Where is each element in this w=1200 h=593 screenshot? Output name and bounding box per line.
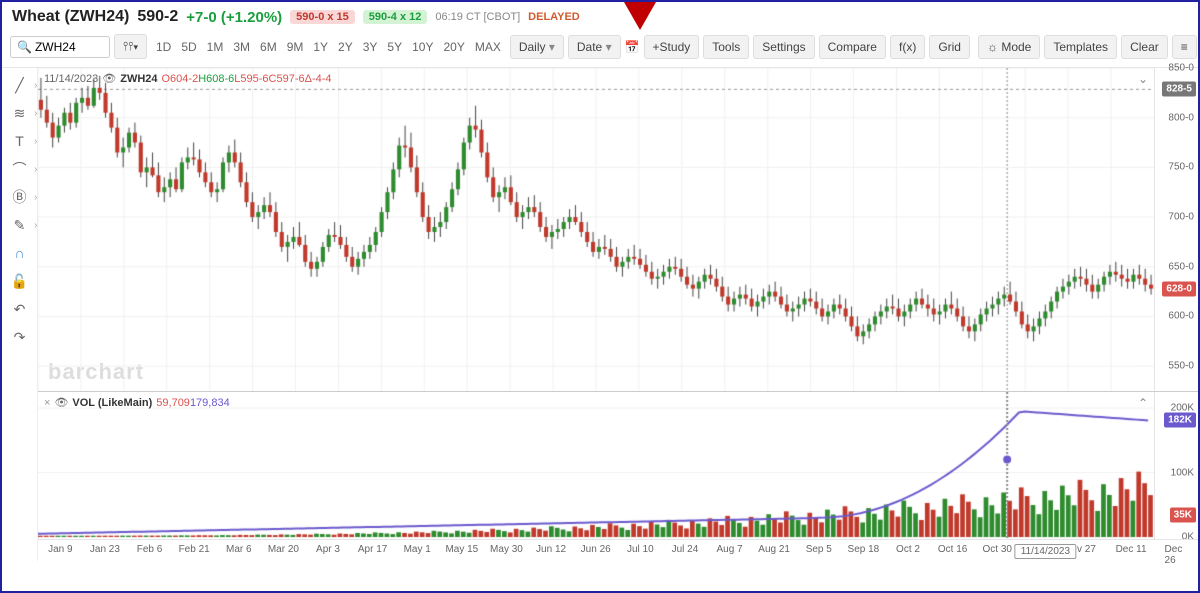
- timeframe-10y[interactable]: 10Y: [407, 36, 438, 58]
- sun-icon: ☼: [987, 40, 998, 54]
- ask-pill: 590-4 x 12: [363, 10, 428, 24]
- undo-tool[interactable]: ↶: [10, 300, 30, 318]
- delayed-label: DELAYED: [528, 11, 580, 23]
- settings-button[interactable]: Settings: [753, 35, 814, 59]
- price-chart[interactable]: [38, 68, 1154, 391]
- date-dropdown[interactable]: Date: [568, 35, 621, 59]
- volume-panel: × 👁 VOL (LikeMain) 59,709179,834 ⌃ 0K100…: [38, 392, 1198, 539]
- interval-dropdown[interactable]: Daily: [510, 35, 564, 59]
- clear-button[interactable]: Clear: [1121, 35, 1168, 59]
- timeframe-1y[interactable]: 1Y: [308, 36, 333, 58]
- draw-text-tool[interactable]: T: [10, 132, 30, 150]
- timeframe-6m[interactable]: 6M: [255, 36, 282, 58]
- lock-tool[interactable]: 🔓: [10, 272, 30, 290]
- fx-button[interactable]: f(x): [890, 35, 925, 59]
- timeframe-3m[interactable]: 3M: [228, 36, 255, 58]
- timeframe-5d[interactable]: 5D: [176, 36, 201, 58]
- time-axis[interactable]: Jan 9Jan 23Feb 6Feb 21Mar 6Mar 20Apr 3Ap…: [38, 539, 1198, 561]
- draw-channel-tool[interactable]: ≋: [10, 104, 30, 122]
- symbol-input[interactable]: [35, 40, 105, 54]
- timeframe-20y[interactable]: 20Y: [438, 36, 469, 58]
- redo-tool[interactable]: ↷: [10, 328, 30, 346]
- price-panel-label: 11/14/2023 👁 ZWH24 O604-2H608-6L595-6C59…: [44, 72, 332, 85]
- templates-button[interactable]: Templates: [1044, 35, 1117, 59]
- volume-chart[interactable]: [38, 392, 1154, 539]
- bid-pill: 590-0 x 15: [290, 10, 355, 24]
- draw-line-tool[interactable]: ╱: [10, 76, 30, 94]
- compare-button[interactable]: Compare: [819, 35, 886, 59]
- eye-icon[interactable]: 👁: [102, 72, 116, 85]
- timeframe-1m[interactable]: 1M: [202, 36, 229, 58]
- magnet-tool[interactable]: ∩: [10, 244, 30, 262]
- price-panel: 11/14/2023 👁 ZWH24 O604-2H608-6L595-6C59…: [38, 68, 1198, 392]
- timeframe-9m[interactable]: 9M: [282, 36, 309, 58]
- chart-type-button[interactable]: ⫯⫯▾: [114, 34, 147, 59]
- toolbar: 🔍 ⫯⫯▾ 1D5D1M3M6M9M1Y2Y3Y5Y10Y20YMAX Dail…: [2, 30, 1198, 68]
- instrument-title: Wheat (ZWH24): [12, 8, 129, 26]
- last-price: 590-2: [137, 8, 178, 26]
- crosshair-date-tag: 11/14/2023: [1015, 544, 1076, 559]
- add-study-button[interactable]: +Study: [644, 35, 700, 59]
- calendar-icon[interactable]: 📅: [625, 40, 640, 54]
- timestamp: 06:19 CT [CBOT]: [435, 11, 520, 23]
- draw-path-tool[interactable]: ✎: [10, 216, 30, 234]
- menu-button[interactable]: ≡: [1172, 35, 1197, 59]
- volume-yaxis[interactable]: 0K100K200K182K35K: [1154, 392, 1198, 539]
- search-icon: 🔍: [17, 40, 32, 54]
- symbol-search[interactable]: 🔍: [10, 36, 110, 58]
- price-yaxis[interactable]: 550-0600-0650-0700-0750-0800-0850-0828-5…: [1154, 68, 1198, 391]
- eye-icon[interactable]: 👁: [54, 396, 68, 409]
- timeframe-3y[interactable]: 3Y: [358, 36, 383, 58]
- close-icon[interactable]: ×: [44, 397, 50, 409]
- volume-panel-label: × 👁 VOL (LikeMain) 59,709179,834: [44, 396, 230, 409]
- grid-button[interactable]: Grid: [929, 35, 970, 59]
- mode-button[interactable]: ☼ Mode: [978, 35, 1040, 59]
- draw-arc-tool[interactable]: ⌒: [10, 160, 30, 178]
- drawing-toolbar: ╱ ≋ T ⌒ Ⓑ ✎ ∩ 🔓 ↶ ↷: [2, 68, 38, 561]
- timeframe-2y[interactable]: 2Y: [333, 36, 358, 58]
- timeframe-max[interactable]: MAX: [470, 36, 506, 58]
- timeframe-1d[interactable]: 1D: [151, 36, 176, 58]
- pointer-arrow: [624, 2, 656, 30]
- timeframe-5y[interactable]: 5Y: [382, 36, 407, 58]
- tools-button[interactable]: Tools: [703, 35, 749, 59]
- price-change: +7-0 (+1.20%): [186, 9, 282, 26]
- draw-shape-tool[interactable]: Ⓑ: [10, 188, 30, 206]
- header: Wheat (ZWH24) 590-2 +7-0 (+1.20%) 590-0 …: [2, 2, 1198, 30]
